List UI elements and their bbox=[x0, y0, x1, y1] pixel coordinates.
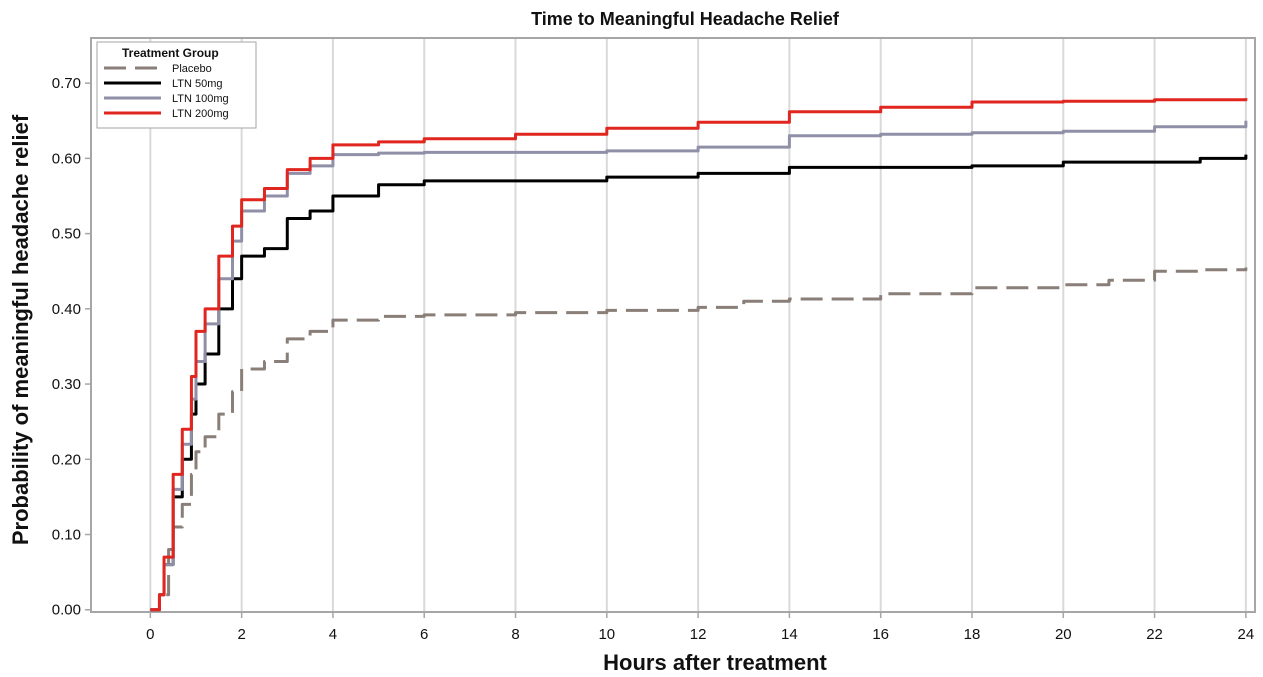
series-line-1 bbox=[150, 154, 1248, 612]
y-axis-title: Probability of meaningful headache relie… bbox=[8, 114, 33, 545]
legend-items: Placebo LTN 50mg LTN 100mg LTN 200mg bbox=[104, 63, 229, 120]
y-tick-label: 0.20 bbox=[52, 451, 81, 468]
x-tick-label: 6 bbox=[420, 626, 428, 643]
series-line-0 bbox=[150, 267, 1248, 612]
x-tick-label: 14 bbox=[781, 626, 798, 643]
y-tick-label: 0.50 bbox=[52, 226, 81, 243]
chart-title: Time to Meaningful Headache Relief bbox=[531, 9, 840, 29]
series-lines bbox=[150, 98, 1248, 612]
series-line-2 bbox=[150, 120, 1248, 612]
y-tick-label: 0.70 bbox=[52, 75, 81, 92]
y-tick-label: 0.30 bbox=[52, 376, 81, 393]
x-axis-title: Hours after treatment bbox=[603, 650, 827, 675]
x-tick-label: 10 bbox=[598, 626, 615, 643]
x-tick-label: 20 bbox=[1055, 626, 1072, 643]
x-tick-label: 24 bbox=[1238, 626, 1255, 643]
legend: Treatment Group Placebo LTN 50mg LTN 100mg… bbox=[96, 41, 257, 129]
y-tick-label: 0.40 bbox=[52, 301, 81, 318]
legend-label: LTN 100mg bbox=[172, 93, 229, 105]
plot-frame bbox=[90, 37, 1256, 613]
x-tick-label: 2 bbox=[237, 626, 245, 643]
legend-label: Placebo bbox=[172, 63, 212, 75]
series-line-3 bbox=[150, 98, 1248, 612]
x-tick-label: 12 bbox=[690, 626, 707, 643]
y-tick-label: 0.10 bbox=[52, 527, 81, 544]
x-tick-label: 8 bbox=[511, 626, 519, 643]
legend-label: LTN 200mg bbox=[172, 108, 229, 120]
x-tick-label: 4 bbox=[329, 626, 337, 643]
x-tick-label: 18 bbox=[964, 626, 981, 643]
y-axis-ticks: 0.00 0.10 0.20 0.30 0.40 0.50 0.60 0.70 bbox=[52, 75, 91, 619]
x-axis-ticks: 0 2 4 6 8 10 12 14 16 18 20 22 24 bbox=[146, 612, 1254, 643]
legend-label: LTN 50mg bbox=[172, 78, 223, 90]
x-tick-label: 22 bbox=[1146, 626, 1163, 643]
x-tick-label: 16 bbox=[872, 626, 889, 643]
y-tick-label: 0.60 bbox=[52, 150, 81, 167]
legend-title: Treatment Group bbox=[122, 46, 219, 60]
x-tick-label: 0 bbox=[146, 626, 154, 643]
y-tick-label: 0.00 bbox=[52, 602, 81, 619]
